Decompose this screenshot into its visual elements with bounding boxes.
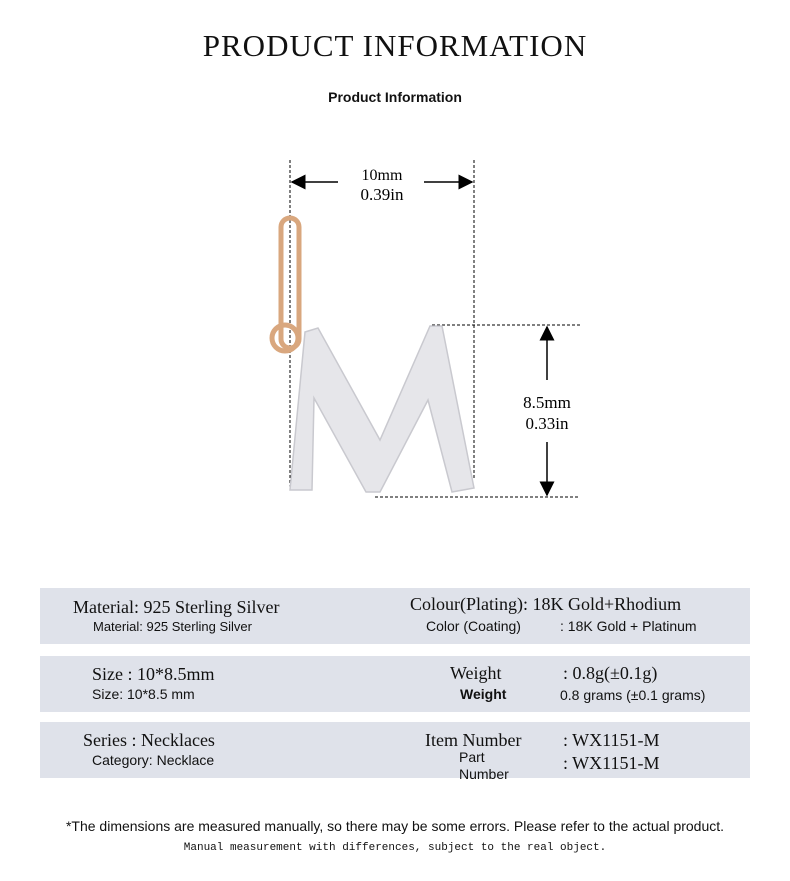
spec-row-material xyxy=(40,588,750,644)
item-label: Item Number xyxy=(425,730,522,750)
height-in: 0.33in xyxy=(526,414,569,433)
size-big: Size : 10*8.5mm xyxy=(92,664,215,684)
part-value: : WX1151-M xyxy=(563,753,660,773)
width-mm: 10mm xyxy=(362,167,403,184)
material-big: Material: 925 Sterling Silver xyxy=(73,597,280,617)
color-value: : 18K Gold + Platinum xyxy=(560,618,697,634)
color-label: Color (Coating) xyxy=(426,618,521,634)
material-small: Material: 925 Sterling Silver xyxy=(93,619,252,634)
spec-row-series xyxy=(40,722,750,778)
weight-label-big: Weight xyxy=(450,663,502,683)
product-diagram: 10mm 0.39in 8.5mm 0.33in xyxy=(269,160,580,498)
page-title: PRODUCT INFORMATION xyxy=(202,28,588,63)
width-in: 0.39in xyxy=(361,185,404,204)
page-subtitle: Product Information xyxy=(328,89,462,105)
item-value: : WX1151-M xyxy=(563,730,660,750)
category-small: Category: Necklace xyxy=(92,752,215,768)
colour-big: Colour(Plating): 18K Gold+Rhodium xyxy=(410,594,682,614)
part-label-1: Part xyxy=(459,749,485,765)
disclaimer-note-small: Manual measurement with differences, sub… xyxy=(183,842,607,854)
height-mm: 8.5mm xyxy=(523,393,571,412)
size-small: Size: 10*8.5 mm xyxy=(92,686,195,702)
series-big: Series : Necklaces xyxy=(83,730,215,750)
disclaimer-note: *The dimensions are measured manually, s… xyxy=(65,818,725,834)
dimension-arrows xyxy=(290,174,555,497)
pendant-image xyxy=(269,215,475,493)
spec-row-size xyxy=(40,656,750,712)
weight-value-big: : 0.8g(±0.1g) xyxy=(563,663,658,683)
weight-value-small: 0.8 grams (±0.1 grams) xyxy=(560,687,706,703)
part-label-2: Number xyxy=(459,766,509,782)
weight-label-small: Weight xyxy=(460,686,507,702)
